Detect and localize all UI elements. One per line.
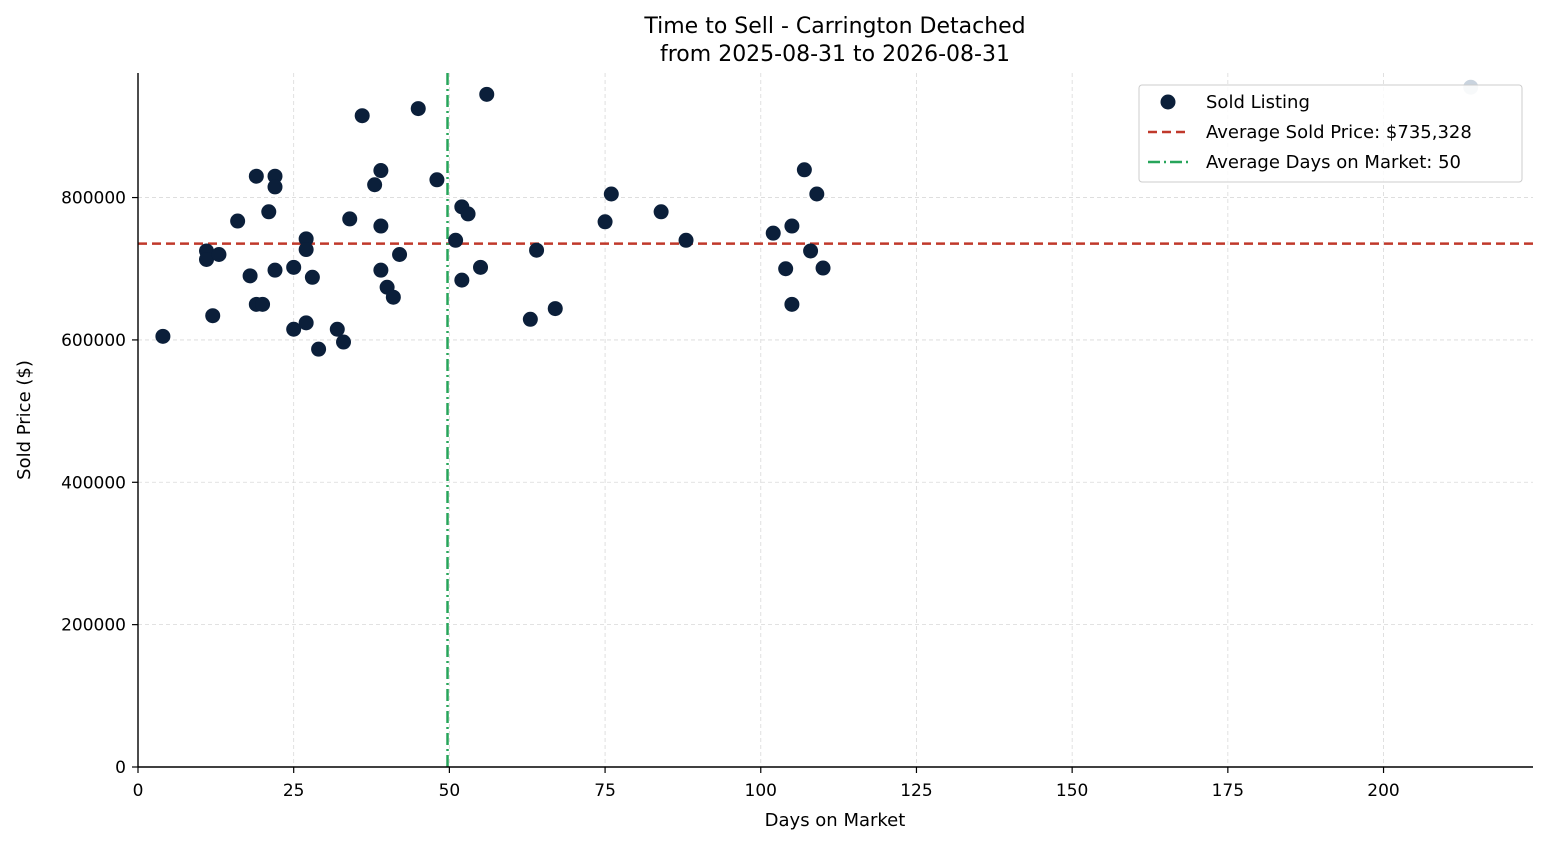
data-point [211, 247, 227, 263]
legend-label-sold-listing: Sold Listing [1206, 92, 1310, 113]
data-point [267, 179, 283, 195]
grid-lines [138, 73, 1533, 767]
data-point [410, 101, 426, 117]
y-tick-label: 0 [115, 758, 126, 778]
data-point [784, 296, 800, 312]
data-point [653, 204, 669, 220]
data-point [460, 206, 476, 222]
data-point [267, 168, 283, 184]
data-point [286, 321, 302, 337]
data-point [448, 232, 464, 248]
legend: Sold Listing Average Sold Price: $735,32… [1138, 84, 1523, 183]
data-point [765, 225, 781, 241]
data-point [454, 272, 470, 288]
data-point [385, 289, 401, 305]
y-ticks: 0 200000 400000 600000 800000 [61, 189, 138, 778]
data-point [242, 268, 258, 284]
legend-label-avg-days: Average Days on Market: 50 [1206, 152, 1461, 173]
data-point [429, 172, 445, 188]
data-point [261, 204, 277, 220]
data-point [547, 301, 563, 317]
data-point [329, 321, 345, 337]
y-tick-label: 200000 [61, 616, 126, 636]
data-point [678, 232, 694, 248]
data-point [199, 251, 215, 267]
data-point [367, 177, 383, 193]
chart-subtitle: from 2025-08-31 to 2026-08-31 [660, 42, 1010, 67]
data-point [479, 86, 495, 102]
data-point [522, 311, 538, 327]
data-point [298, 231, 314, 247]
data-point [267, 262, 283, 278]
y-axis-label: Sold Price ($) [14, 360, 35, 480]
data-point [286, 259, 302, 275]
legend-marker-sold-listing [1160, 94, 1176, 110]
x-tick-label: 75 [594, 781, 616, 801]
data-point [311, 341, 327, 357]
data-point [796, 162, 812, 178]
y-tick-label: 600000 [61, 331, 126, 351]
data-point [778, 261, 794, 277]
x-tick-label: 25 [283, 781, 305, 801]
data-point [298, 315, 314, 331]
data-point [354, 108, 370, 124]
data-point [336, 334, 352, 350]
reference-lines [138, 73, 1533, 767]
x-ticks: 0 25 50 75 100 125 150 175 200 [133, 767, 1400, 801]
x-tick-label: 50 [439, 781, 461, 801]
data-point [803, 243, 819, 259]
data-point [784, 218, 800, 234]
x-tick-label: 200 [1367, 781, 1399, 801]
data-point [373, 218, 389, 234]
data-point [529, 242, 545, 258]
data-point [373, 262, 389, 278]
data-point [304, 269, 320, 285]
x-tick-label: 125 [900, 781, 932, 801]
x-tick-label: 100 [745, 781, 777, 801]
x-axis-label: Days on Market [765, 810, 906, 831]
data-point [205, 308, 221, 324]
data-point [809, 186, 825, 202]
x-tick-label: 175 [1212, 781, 1244, 801]
y-tick-label: 400000 [61, 473, 126, 493]
data-point [815, 260, 831, 276]
data-point [255, 296, 271, 312]
y-tick-label: 800000 [61, 189, 126, 209]
data-point [603, 186, 619, 202]
data-point [230, 213, 246, 229]
data-point [373, 163, 389, 179]
data-point [473, 259, 489, 275]
data-points [155, 79, 1479, 357]
data-point [155, 328, 171, 344]
data-point [248, 168, 264, 184]
legend-label-avg-price: Average Sold Price: $735,328 [1206, 122, 1472, 143]
chart-title: Time to Sell - Carrington Detached [643, 14, 1025, 39]
x-tick-label: 0 [133, 781, 144, 801]
data-point [342, 211, 358, 227]
x-tick-label: 150 [1056, 781, 1088, 801]
data-point [597, 214, 613, 230]
axes [137, 73, 1533, 768]
data-point [392, 247, 408, 263]
legend-box [1138, 84, 1523, 183]
data-point [298, 242, 314, 258]
